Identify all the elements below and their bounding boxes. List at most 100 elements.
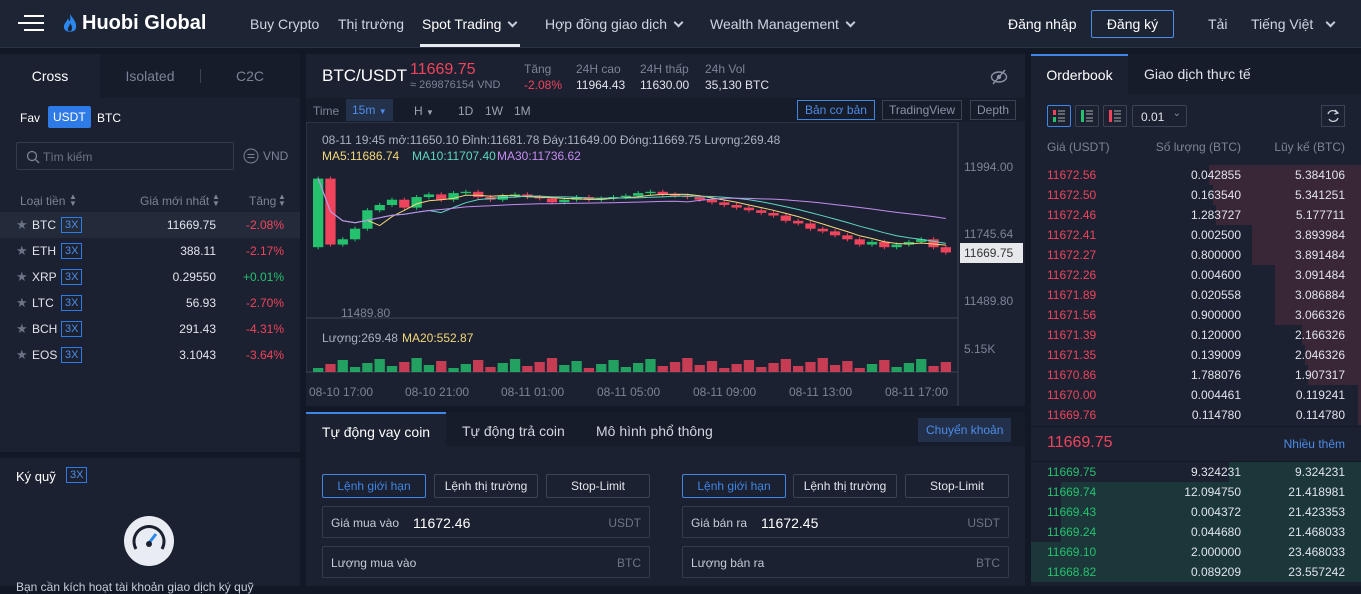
buy-market-button[interactable]: Lệnh thị trường xyxy=(434,474,538,498)
star-icon[interactable]: ★ xyxy=(16,347,28,363)
sell-price-field[interactable]: Giá bán ra 11672.45 USDT xyxy=(682,506,1009,538)
language-select[interactable]: Tiếng Việt xyxy=(1251,16,1334,32)
star-icon[interactable]: ★ xyxy=(16,269,28,285)
ask-row[interactable]: 11671.39 0.120000 2.166326 xyxy=(1031,325,1361,345)
search-input[interactable]: Tìm kiếm xyxy=(16,142,234,170)
star-icon[interactable]: ★ xyxy=(16,321,28,337)
ob-cum: 1.907317 xyxy=(1295,368,1345,382)
col-change[interactable]: Tăng xyxy=(249,194,276,208)
interval-1d[interactable]: 1D xyxy=(458,104,473,118)
candle xyxy=(338,239,348,244)
market-row[interactable]: ★ BTC 3X 11669.75 -2.08% xyxy=(0,212,300,238)
refresh-icon[interactable] xyxy=(1321,105,1345,127)
nav-contracts[interactable]: Hợp đồng giao dịch xyxy=(545,16,682,32)
market-row[interactable]: ★ XRP 3X 0.29550 +0.01% xyxy=(0,264,300,290)
nav-market[interactable]: Thị trường xyxy=(338,16,404,32)
nav-buy-crypto[interactable]: Buy Crypto xyxy=(250,16,319,32)
ask-row[interactable]: 11672.41 0.002500 3.893984 xyxy=(1031,225,1361,245)
transfer-button[interactable]: Chuyển khoản xyxy=(918,418,1011,442)
bid-row[interactable]: 11669.43 0.004372 21.423353 xyxy=(1031,502,1361,522)
market-row[interactable]: ★ LTC 3X 56.93 -2.70% xyxy=(0,290,300,316)
interval-15m[interactable]: 15m ▼ xyxy=(346,99,393,121)
book-mode-bids-icon[interactable] xyxy=(1075,105,1099,127)
menu-icon[interactable] xyxy=(18,15,44,33)
candlestick-chart[interactable] xyxy=(306,122,1025,406)
buy-amount-field[interactable]: Lượng mua vào BTC xyxy=(322,546,650,578)
quote-fav[interactable]: Fav xyxy=(20,111,40,125)
download-link[interactable]: Tải xyxy=(1208,16,1227,32)
sell-amount-field[interactable]: Lượng bán ra BTC xyxy=(682,546,1009,578)
ask-row[interactable]: 11671.89 0.020558 3.086884 xyxy=(1031,285,1361,305)
ask-row[interactable]: 11669.76 0.114780 0.114780 xyxy=(1031,405,1361,425)
tab-normal-mode[interactable]: Mô hình phổ thông xyxy=(596,423,713,439)
ask-row[interactable]: 11670.00 0.004461 0.119241 xyxy=(1031,385,1361,405)
buy-limit-button[interactable]: Lệnh giới hạn xyxy=(322,474,426,498)
volume-bar xyxy=(325,364,335,372)
interval-1m[interactable]: 1M xyxy=(514,104,531,118)
col-price[interactable]: Giá mới nhất xyxy=(140,194,209,208)
market-row[interactable]: ★ ETH 3X 388.11 -2.17% xyxy=(0,238,300,264)
sell-limit-button[interactable]: Lệnh giới hạn xyxy=(682,474,786,498)
market-panel: Cross Isolated C2C Fav USDT BTC Tìm kiếm… xyxy=(0,54,300,452)
bid-row[interactable]: 11669.75 9.324231 9.324231 xyxy=(1031,462,1361,482)
ask-row[interactable]: 11671.35 0.139009 2.046326 xyxy=(1031,345,1361,365)
candle xyxy=(719,202,729,205)
bid-row[interactable]: 11669.24 0.044680 21.468033 xyxy=(1031,522,1361,542)
mode-basic[interactable]: Bản cơ bản xyxy=(797,100,875,120)
mode-depth[interactable]: Depth xyxy=(970,100,1016,120)
ob-more-link[interactable]: Nhiều thêm xyxy=(1284,437,1345,451)
mode-tradingview[interactable]: TradingView xyxy=(882,100,962,120)
interval-1w[interactable]: 1W xyxy=(485,104,503,118)
hide-eye-icon[interactable] xyxy=(990,68,1008,86)
candle xyxy=(830,231,840,235)
nav-wealth[interactable]: Wealth Management xyxy=(710,16,854,32)
ob-price: 11671.56 xyxy=(1047,308,1096,322)
volume-bar xyxy=(522,366,532,372)
ask-row[interactable]: 11671.56 0.900000 3.066326 xyxy=(1031,305,1361,325)
market-row[interactable]: ★ EOS 3X 3.1043 -3.64% xyxy=(0,342,300,368)
tab-auto-repay[interactable]: Tự động trả coin xyxy=(462,423,565,439)
login-link[interactable]: Đăng nhập xyxy=(1008,16,1077,32)
tab-c2c[interactable]: C2C xyxy=(200,54,300,98)
leverage-badge: 3X xyxy=(61,347,82,363)
quote-btc[interactable]: BTC xyxy=(97,111,121,125)
volume-bar xyxy=(535,362,545,372)
currency-toggle[interactable]: VND xyxy=(243,148,288,164)
tab-cross[interactable]: Cross xyxy=(0,54,100,98)
sell-stoplimit-button[interactable]: Stop-Limit xyxy=(905,474,1009,498)
nav-spot-trading[interactable]: Spot Trading xyxy=(422,16,516,32)
book-mode-asks-icon[interactable] xyxy=(1103,105,1127,127)
sell-market-button[interactable]: Lệnh thị trường xyxy=(793,474,897,498)
bid-row[interactable]: 11669.74 12.094750 21.418981 xyxy=(1031,482,1361,502)
quote-usdt[interactable]: USDT xyxy=(48,106,91,128)
buy-stoplimit-button[interactable]: Stop-Limit xyxy=(546,474,650,498)
candle xyxy=(350,229,360,240)
market-row[interactable]: ★ BCH 3X 291.43 -4.31% xyxy=(0,316,300,342)
ask-row[interactable]: 11672.27 0.800000 3.891484 xyxy=(1031,245,1361,265)
tab-orderbook[interactable]: Orderbook xyxy=(1031,54,1128,94)
register-button[interactable]: Đăng ký xyxy=(1091,10,1174,38)
ask-row[interactable]: 11672.56 0.042855 5.384106 xyxy=(1031,165,1361,185)
col-coin[interactable]: Loại tiền xyxy=(20,194,65,208)
tab-isolated[interactable]: Isolated xyxy=(100,54,200,98)
bid-row[interactable]: 11669.10 2.000000 23.468033 xyxy=(1031,542,1361,562)
leverage-badge: 3X xyxy=(61,321,82,337)
star-icon[interactable]: ★ xyxy=(16,217,28,233)
ask-row[interactable]: 11670.86 1.788076 1.907317 xyxy=(1031,365,1361,385)
precision-select[interactable]: 0.01 ⌄ xyxy=(1132,105,1187,127)
tab-auto-borrow[interactable]: Tự động vay coin xyxy=(306,412,446,446)
tab-trades[interactable]: Giao dịch thực tế xyxy=(1144,66,1251,82)
ob-cum: 2.166326 xyxy=(1295,328,1345,342)
buy-price-field[interactable]: Giá mua vào 11672.46 USDT xyxy=(322,506,650,538)
ask-row[interactable]: 11672.46 1.283727 5.177711 xyxy=(1031,205,1361,225)
book-mode-both-icon[interactable] xyxy=(1047,105,1071,127)
ask-row[interactable]: 11672.26 0.004600 3.091484 xyxy=(1031,265,1361,285)
huobi-logo[interactable]: Huobi Global xyxy=(62,12,206,35)
ask-row[interactable]: 11672.50 0.163540 5.341251 xyxy=(1031,185,1361,205)
bid-row[interactable]: 11668.82 0.089209 23.557242 xyxy=(1031,562,1361,582)
ob-last-price: 11669.75 xyxy=(1047,434,1113,452)
interval-h[interactable]: H ▼ xyxy=(414,104,434,118)
sort-icon: ▲▼ xyxy=(278,193,286,207)
star-icon[interactable]: ★ xyxy=(16,243,28,259)
star-icon[interactable]: ★ xyxy=(16,295,28,311)
